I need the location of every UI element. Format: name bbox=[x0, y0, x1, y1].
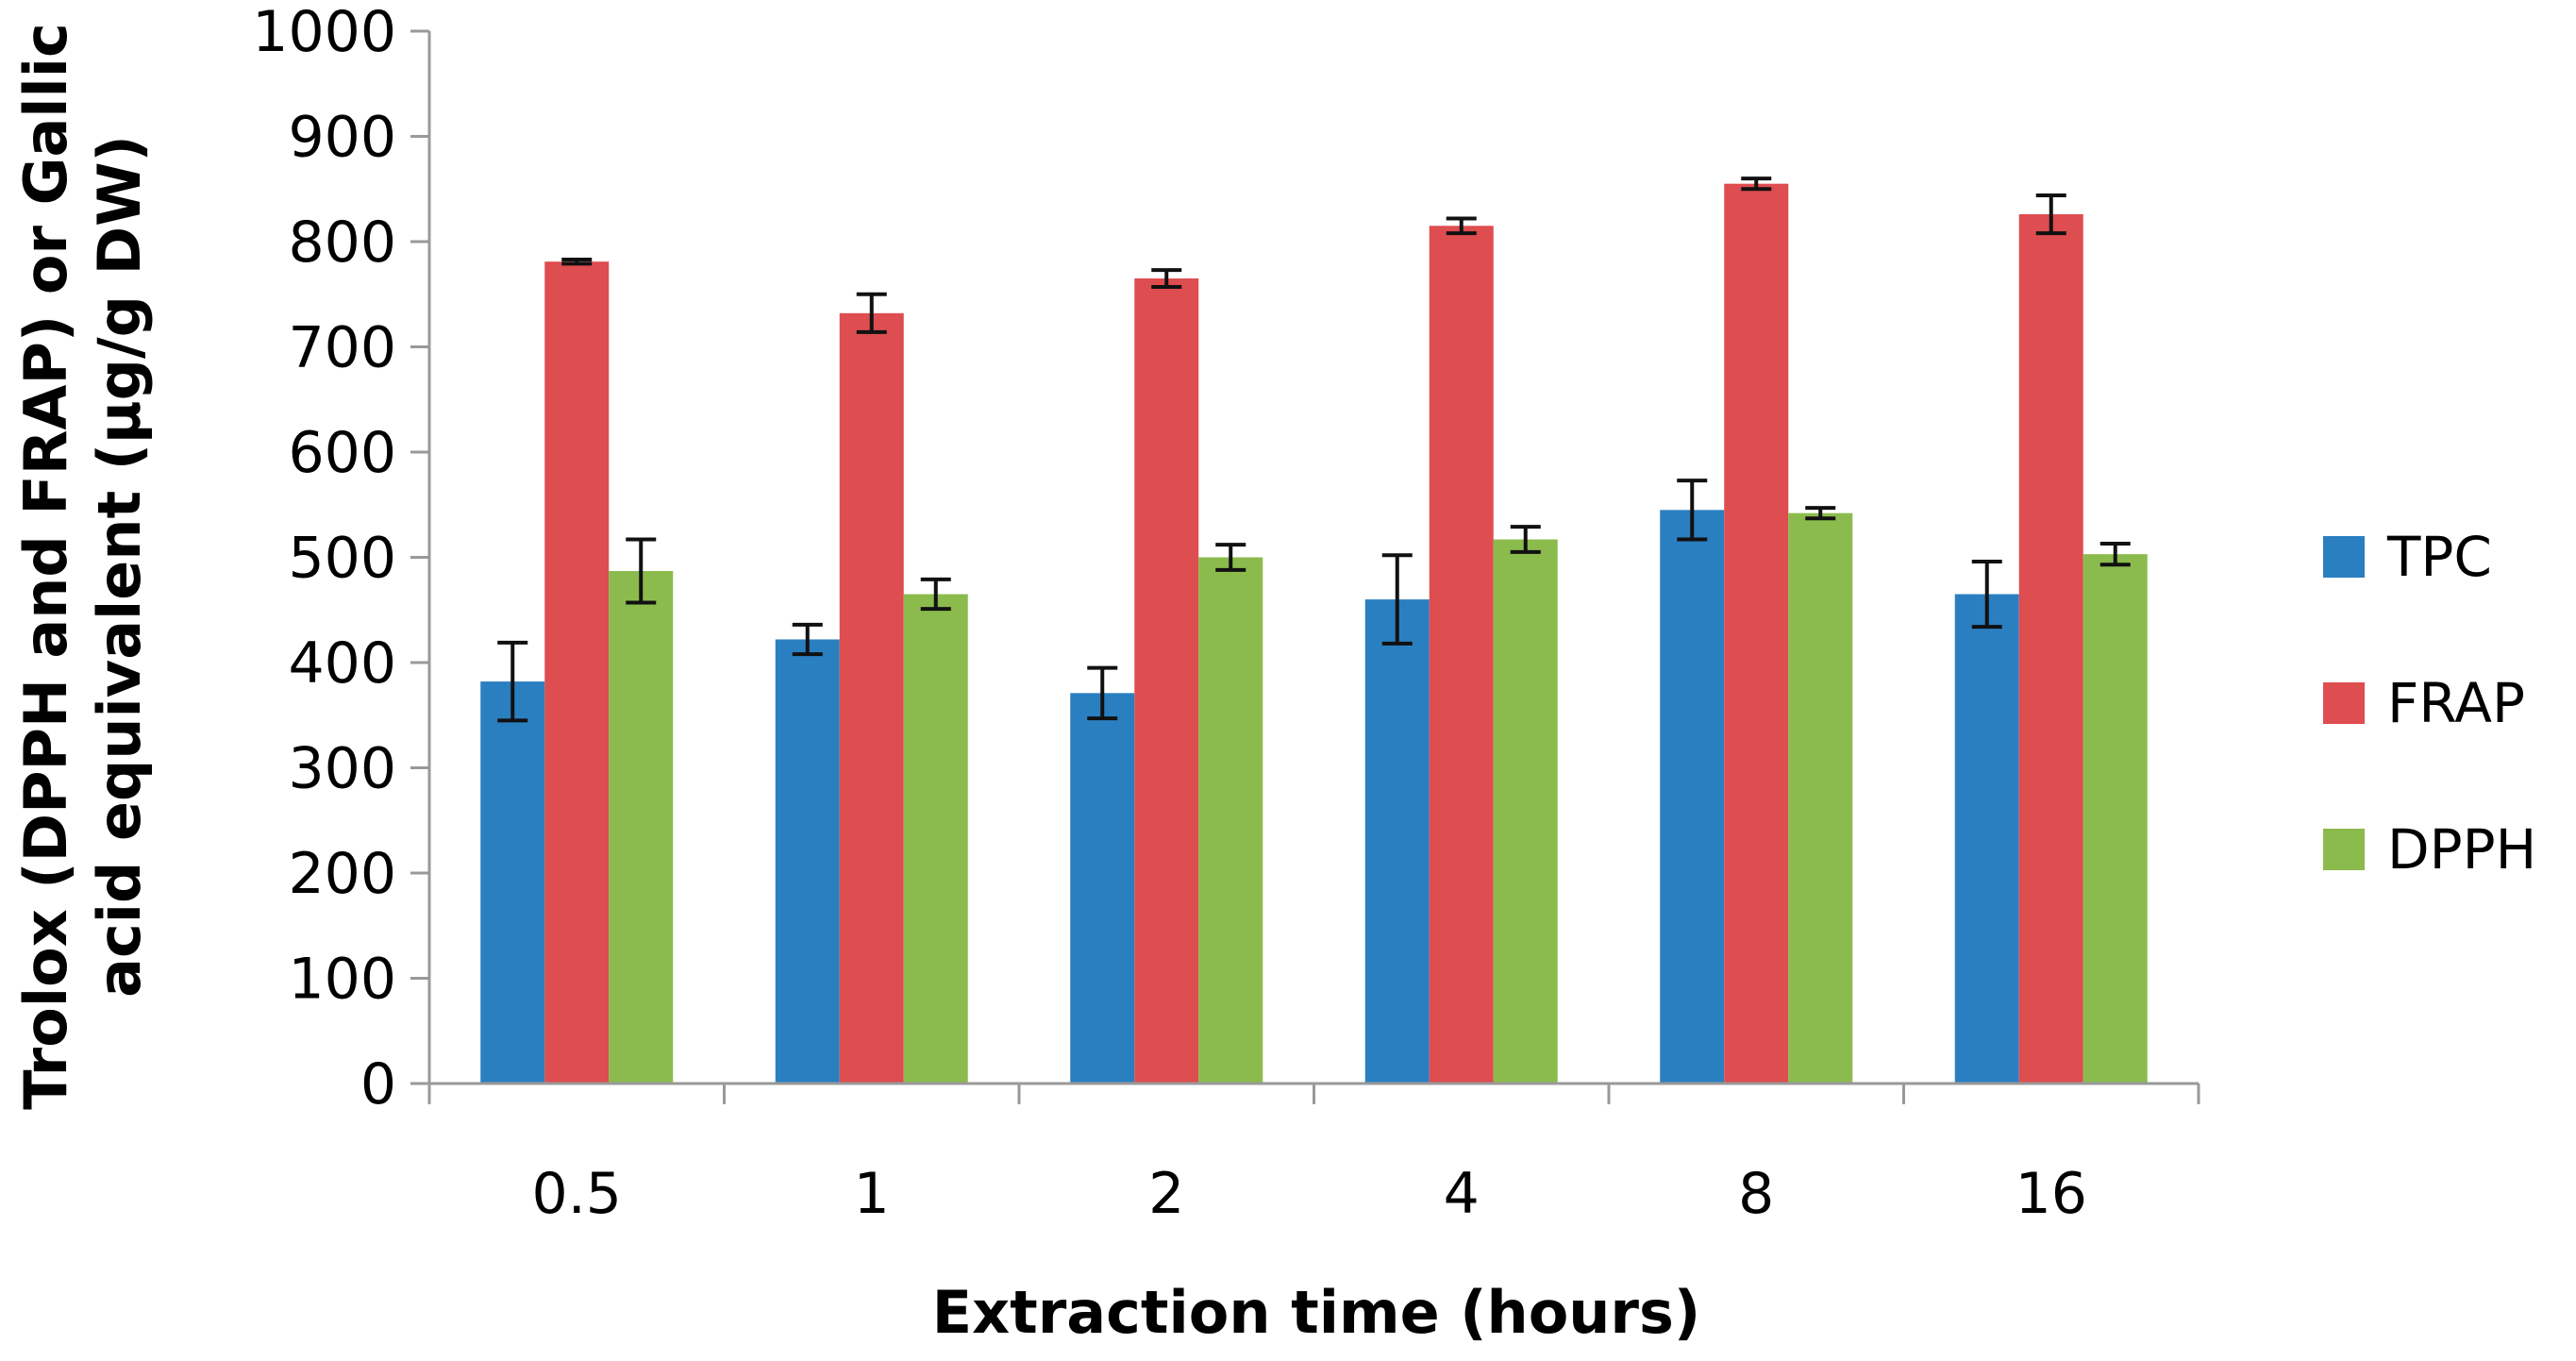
bar-dpph bbox=[903, 594, 968, 1084]
error-bar-frap bbox=[1741, 176, 1772, 192]
legend-swatch-frap bbox=[2323, 682, 2365, 724]
bar-dpph bbox=[1788, 512, 1853, 1084]
error-bar-dpph bbox=[920, 577, 951, 612]
legend-label-tpc: TPC bbox=[2386, 525, 2492, 589]
y-tick-label: 1000 bbox=[252, 0, 396, 65]
y-tick-label: 600 bbox=[288, 420, 396, 486]
x-tick-label: 16 bbox=[2016, 1161, 2087, 1227]
y-tick-label: 500 bbox=[288, 526, 396, 592]
bar-tpc bbox=[1070, 693, 1135, 1084]
error-bar-dpph bbox=[626, 537, 657, 605]
y-axis-title-line-1: Trolox (DPPH and FRAP) or Gallic bbox=[11, 23, 80, 1110]
error-bar-dpph bbox=[1805, 506, 1836, 521]
y-tick-label: 700 bbox=[288, 315, 396, 381]
error-bar-tpc bbox=[1381, 553, 1413, 646]
x-tick-label: 8 bbox=[1738, 1161, 1774, 1227]
error-bar-frap bbox=[1151, 268, 1182, 289]
legend-swatch-tpc bbox=[2323, 536, 2365, 578]
y-axis-title: Trolox (DPPH and FRAP) or Gallic acid eq… bbox=[11, 23, 154, 1110]
y-axis-title-line-2: acid equivalent (µg/g DW) bbox=[85, 135, 154, 998]
legend-label-dpph: DPPH bbox=[2387, 817, 2536, 882]
bar-frap bbox=[544, 261, 610, 1084]
bar-tpc bbox=[1954, 594, 2019, 1084]
error-bar-frap bbox=[1446, 216, 1477, 236]
bar-frap bbox=[839, 312, 904, 1084]
error-bar-tpc bbox=[792, 622, 823, 657]
bar-frap bbox=[1724, 183, 1789, 1084]
bar-dpph bbox=[1493, 539, 1558, 1084]
error-bars-layer bbox=[497, 176, 2131, 723]
bar-frap bbox=[1134, 278, 1199, 1084]
error-bar-frap bbox=[2035, 193, 2066, 236]
bar-tpc bbox=[1660, 510, 1725, 1084]
y-tick-label: 200 bbox=[288, 841, 396, 907]
error-bar-tpc bbox=[1087, 665, 1118, 721]
y-tick-label: 300 bbox=[288, 736, 396, 802]
y-tick-label: 400 bbox=[288, 630, 396, 697]
error-bar-frap bbox=[856, 292, 887, 334]
error-bar-tpc bbox=[1677, 479, 1708, 542]
x-tick-label: 1 bbox=[854, 1161, 890, 1227]
bar-tpc bbox=[480, 681, 545, 1084]
bars-layer bbox=[480, 183, 2148, 1084]
bar-tpc bbox=[775, 639, 840, 1084]
y-axis-ticks: 0 100 200 300 400 500 600 700 800 900 1000 bbox=[252, 0, 429, 1117]
x-axis-title: Extraction time (hours) bbox=[932, 1278, 1701, 1347]
y-tick-label: 100 bbox=[288, 947, 396, 1013]
bar-dpph bbox=[2083, 554, 2148, 1084]
error-bar-dpph bbox=[1510, 525, 1541, 554]
error-bar-tpc bbox=[1971, 559, 2002, 630]
error-bar-dpph bbox=[2099, 542, 2131, 567]
x-tick-label: 0.5 bbox=[532, 1161, 622, 1227]
error-bar-tpc bbox=[497, 640, 528, 723]
bar-tpc bbox=[1364, 599, 1430, 1084]
legend-label-frap: FRAP bbox=[2387, 671, 2525, 735]
y-tick-label: 800 bbox=[288, 210, 396, 276]
x-tick-label: 2 bbox=[1148, 1161, 1184, 1227]
bar-dpph bbox=[609, 570, 674, 1084]
bar-frap bbox=[2018, 214, 2083, 1084]
x-axis-ticks: 0.5 1 2 4 8 16 bbox=[427, 1084, 2200, 1227]
y-tick-label: 900 bbox=[288, 105, 396, 171]
bar-frap bbox=[1429, 226, 1494, 1084]
error-bar-frap bbox=[561, 257, 593, 266]
legend: TPC FRAP DPPH bbox=[2323, 525, 2536, 882]
bar-dpph bbox=[1198, 557, 1263, 1084]
x-tick-label: 4 bbox=[1444, 1161, 1480, 1227]
y-tick-label: 0 bbox=[360, 1051, 396, 1117]
legend-swatch-dpph bbox=[2323, 829, 2365, 870]
error-bar-dpph bbox=[1215, 543, 1246, 572]
